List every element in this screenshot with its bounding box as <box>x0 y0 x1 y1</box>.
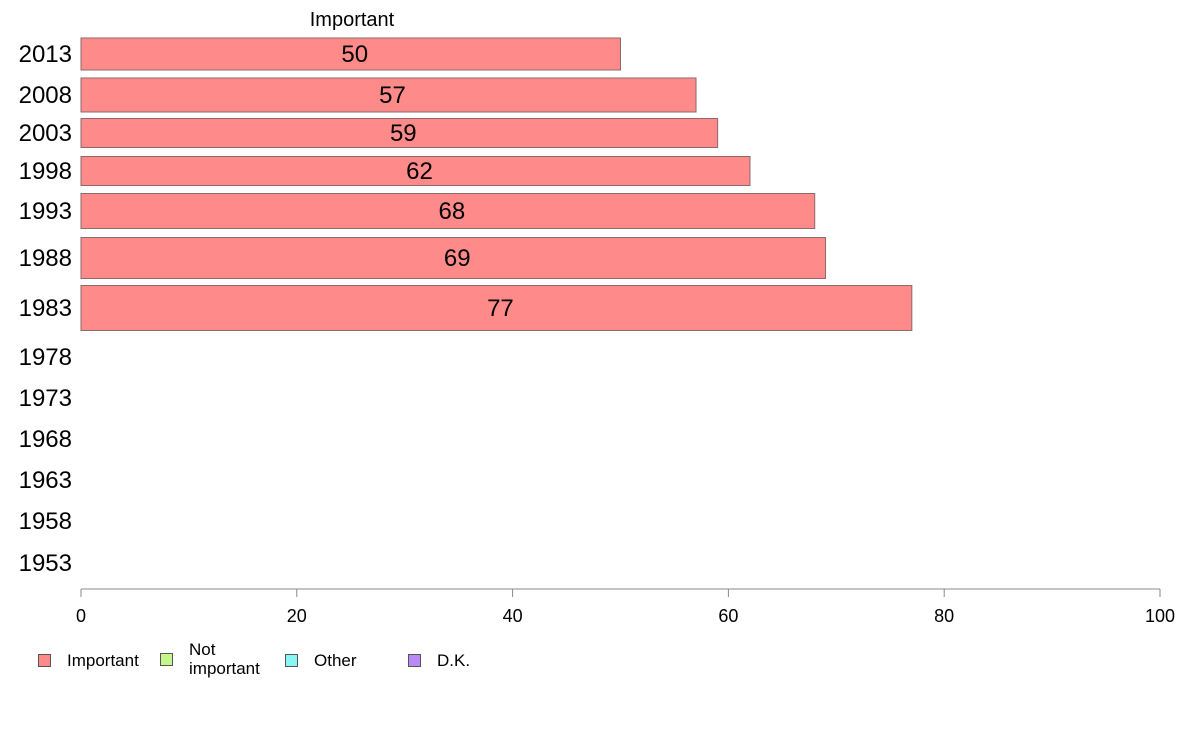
bar-value-label-1993: 68 <box>439 198 466 225</box>
category-label-1968: 1968 <box>19 426 72 453</box>
x-tick-label-0: 0 <box>76 606 86 626</box>
bar-value-label-2003: 59 <box>390 120 417 147</box>
legend-label: D.K. <box>437 651 471 670</box>
legend-label: Other <box>314 651 357 670</box>
legend-swatch <box>408 654 421 667</box>
category-labels: 2013 2008 2003 1998 1993 1988 1983 1978 1973 1968… <box>19 41 72 577</box>
category-label-1953: 1953 <box>19 550 72 577</box>
category-label-1978: 1978 <box>19 344 72 371</box>
category-label-1973: 1973 <box>19 385 72 412</box>
x-tick-label-20: 20 <box>287 606 307 626</box>
bar-value-label-2008: 57 <box>379 82 406 109</box>
category-label-2008: 2008 <box>19 82 72 109</box>
bar-value-label-1983: 77 <box>487 295 514 322</box>
x-tick-label-60: 60 <box>718 606 738 626</box>
series-title: Important <box>310 9 395 31</box>
x-tick-label-40: 40 <box>503 606 523 626</box>
category-label-1988: 1988 <box>19 245 72 272</box>
bar-2013 <box>80 37 621 71</box>
category-label-2013: 2013 <box>19 41 72 68</box>
x-tick-label-100: 100 <box>1145 606 1175 626</box>
legend-item-important: Important <box>38 651 147 670</box>
legend: Important Not important Other D.K. <box>38 640 558 684</box>
x-tick-label-80: 80 <box>934 606 954 626</box>
legend-label: Important <box>67 651 139 670</box>
legend-item-other: Other <box>285 651 394 670</box>
category-label-2003: 2003 <box>19 120 72 147</box>
bar-1983 <box>80 285 913 331</box>
category-label-1998: 1998 <box>19 158 72 185</box>
legend-label: Not important <box>189 640 260 678</box>
legend-item-d-k-: D.K. <box>408 651 517 670</box>
x-axis: 0 20 40 60 80 100 <box>76 588 1175 626</box>
bar-1998 <box>80 156 751 186</box>
legend-swatch <box>160 652 173 666</box>
bar-2003 <box>80 118 719 148</box>
category-label-1993: 1993 <box>19 198 72 225</box>
legend-swatch <box>285 654 298 667</box>
bar-1988 <box>80 237 827 279</box>
category-label-1983: 1983 <box>19 295 72 322</box>
category-label-1963: 1963 <box>19 467 72 494</box>
bar-value-label-1988: 69 <box>444 245 471 272</box>
category-label-1958: 1958 <box>19 508 72 535</box>
legend-item-not-important: Not important <box>160 640 279 678</box>
bar-value-label-1998: 62 <box>406 158 433 185</box>
bar-value-label-2013: 50 <box>341 41 368 68</box>
bar-2008 <box>80 77 697 113</box>
bar-1993 <box>80 193 816 229</box>
legend-swatch <box>38 654 51 667</box>
